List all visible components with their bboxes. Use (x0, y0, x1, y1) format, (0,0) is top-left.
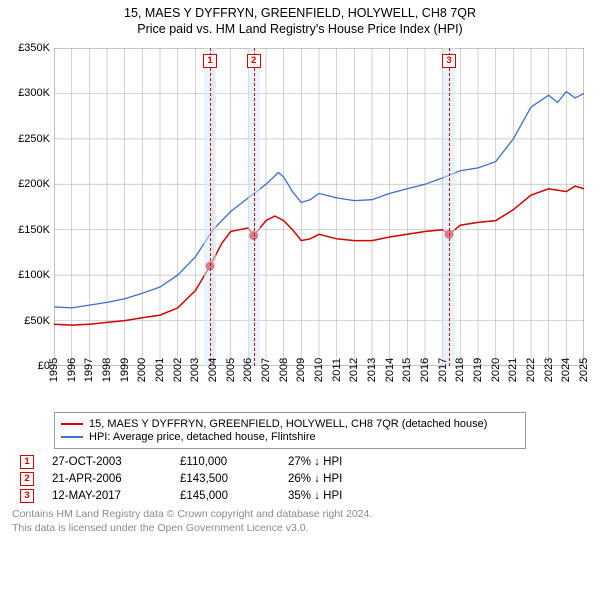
y-tick-label: £200K (18, 178, 50, 190)
tx-price: £110,000 (180, 456, 270, 468)
y-tick-label: £350K (18, 42, 50, 54)
tx-date: 12-MAY-2017 (52, 490, 162, 502)
chart-container: 15, MAES Y DYFFRYN, GREENFIELD, HOLYWELL… (0, 0, 600, 590)
x-tick-label: 1996 (66, 358, 78, 382)
tx-pct: 35% ↓ HPI (288, 490, 398, 502)
x-tick-label: 2025 (578, 358, 590, 382)
x-tick-label: 2006 (242, 358, 254, 382)
legend-row-subject: 15, MAES Y DYFFRYN, GREENFIELD, HOLYWELL… (61, 418, 519, 430)
table-row: 1 27-OCT-2003 £110,000 27% ↓ HPI (20, 455, 590, 469)
chart-svg (54, 48, 584, 366)
x-tick-label: 1995 (48, 358, 60, 382)
sale-vline (210, 48, 211, 366)
x-tick-label: 2008 (278, 358, 290, 382)
plot-region: £0£50K£100K£150K£200K£250K£300K£350K1995… (54, 48, 584, 366)
x-tick-label: 2017 (437, 358, 449, 382)
table-row: 3 12-MAY-2017 £145,000 35% ↓ HPI (20, 489, 590, 503)
legend-swatch-subject (61, 423, 83, 425)
tx-date: 27-OCT-2003 (52, 456, 162, 468)
x-tick-label: 1999 (119, 358, 131, 382)
tx-badge: 3 (20, 489, 34, 503)
chart-area: £0£50K£100K£150K£200K£250K£300K£350K1995… (10, 46, 590, 406)
y-tick-label: £50K (24, 315, 50, 327)
tx-badge: 1 (20, 455, 34, 469)
x-tick-label: 2016 (419, 358, 431, 382)
legend-row-hpi: HPI: Average price, detached house, Flin… (61, 431, 519, 443)
x-tick-label: 2004 (207, 358, 219, 382)
sale-marker-badge: 2 (247, 54, 261, 68)
tx-price: £143,500 (180, 473, 270, 485)
tx-pct: 26% ↓ HPI (288, 473, 398, 485)
x-tick-label: 2009 (295, 358, 307, 382)
x-tick-label: 2019 (472, 358, 484, 382)
x-tick-label: 2002 (172, 358, 184, 382)
x-tick-label: 2001 (154, 358, 166, 382)
x-tick-label: 2021 (507, 358, 519, 382)
transactions-table: 1 27-OCT-2003 £110,000 27% ↓ HPI 2 21-APR-200… (20, 455, 590, 503)
x-tick-label: 1997 (83, 358, 95, 382)
y-tick-label: £250K (18, 133, 50, 145)
chart-title-line2: Price paid vs. HM Land Registry's House … (10, 22, 590, 36)
legend-label-hpi: HPI: Average price, detached house, Flin… (89, 431, 316, 443)
x-tick-label: 2011 (331, 358, 343, 382)
y-tick-label: £300K (18, 87, 50, 99)
sale-vline (449, 48, 450, 366)
chart-title-line1: 15, MAES Y DYFFRYN, GREENFIELD, HOLYWELL… (10, 6, 590, 20)
x-tick-label: 2015 (401, 358, 413, 382)
x-tick-label: 2014 (384, 358, 396, 382)
tx-badge: 2 (20, 472, 34, 486)
x-tick-label: 2018 (454, 358, 466, 382)
table-row: 2 21-APR-2006 £143,500 26% ↓ HPI (20, 472, 590, 486)
legend-label-subject: 15, MAES Y DYFFRYN, GREENFIELD, HOLYWELL… (89, 418, 487, 430)
x-tick-label: 2023 (543, 358, 555, 382)
attribution-line2: This data is licensed under the Open Gov… (12, 521, 590, 535)
y-tick-label: £150K (18, 224, 50, 236)
x-tick-label: 2022 (525, 358, 537, 382)
sale-marker-badge: 3 (442, 54, 456, 68)
x-tick-label: 2024 (560, 358, 572, 382)
tx-price: £145,000 (180, 490, 270, 502)
legend-swatch-hpi (61, 436, 83, 438)
x-tick-label: 1998 (101, 358, 113, 382)
attribution-line1: Contains HM Land Registry data © Crown c… (12, 507, 590, 521)
attribution-text: Contains HM Land Registry data © Crown c… (12, 507, 590, 535)
x-tick-label: 2007 (260, 358, 272, 382)
x-tick-label: 2020 (490, 358, 502, 382)
x-tick-label: 2013 (366, 358, 378, 382)
x-tick-label: 2010 (313, 358, 325, 382)
x-tick-label: 2012 (348, 358, 360, 382)
sale-marker-badge: 1 (203, 54, 217, 68)
y-tick-label: £100K (18, 269, 50, 281)
tx-pct: 27% ↓ HPI (288, 456, 398, 468)
x-tick-label: 2000 (136, 358, 148, 382)
sale-vline (254, 48, 255, 366)
x-tick-label: 2005 (225, 358, 237, 382)
legend-box: 15, MAES Y DYFFRYN, GREENFIELD, HOLYWELL… (54, 412, 526, 449)
x-tick-label: 2003 (189, 358, 201, 382)
tx-date: 21-APR-2006 (52, 473, 162, 485)
